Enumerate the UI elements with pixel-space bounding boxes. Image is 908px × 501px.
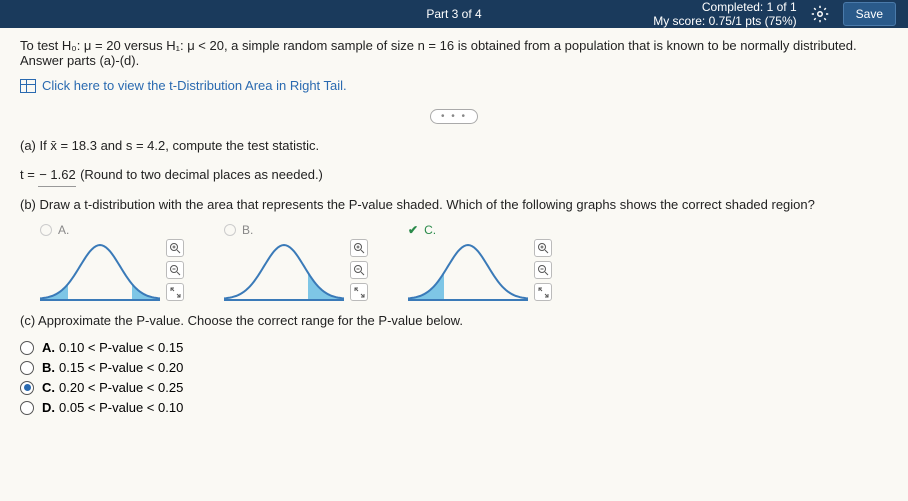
header-right: Completed: 1 of 1 My score: 0.75/1 pts (… [653,0,896,28]
mc-radio[interactable] [20,381,34,395]
graph-option-b[interactable]: B. [224,223,368,301]
mc-radio[interactable] [20,401,34,415]
round-note: (Round to two decimal places as needed.) [80,167,323,182]
mc-radio[interactable] [20,341,34,355]
app-header: Part 3 of 4 Completed: 1 of 1 My score: … [0,0,908,28]
mc-option-a[interactable]: A. 0.10 < P-value < 0.15 [20,340,888,355]
content-divider: • • • [20,107,888,124]
completed-value: 1 of 1 [767,0,797,14]
mc-letter: C. [42,380,55,395]
score-label: My score: [653,14,705,28]
graph-box [40,239,184,301]
expand-icon[interactable] [350,283,368,301]
part-c-prompt: (c) Approximate the P-value. Choose the … [20,311,888,332]
mc-option-d[interactable]: D. 0.05 < P-value < 0.10 [20,400,888,415]
expand-icon[interactable] [534,283,552,301]
mc-letter: D. [42,400,55,415]
distribution-curve [408,239,528,301]
save-button[interactable]: Save [843,2,896,26]
mc-text: 0.15 < P-value < 0.20 [59,360,183,375]
graph-tools [166,239,184,301]
zoom-in-icon[interactable] [166,239,184,257]
gear-icon[interactable] [811,5,829,23]
zoom-out-icon[interactable] [350,261,368,279]
header-stats: Completed: 1 of 1 My score: 0.75/1 pts (… [653,0,796,28]
graph-option-label: ✔C. [408,223,436,237]
mc-option-b[interactable]: B. 0.15 < P-value < 0.20 [20,360,888,375]
expand-icon[interactable] [166,283,184,301]
graph-radio[interactable] [224,224,236,236]
table-icon [20,79,36,93]
mc-letter: A. [42,340,55,355]
zoom-in-icon[interactable] [534,239,552,257]
graph-option-c[interactable]: ✔C. [408,223,552,301]
content-area: To test H₀: μ = 20 versus H₁: μ < 20, a … [0,28,908,501]
graph-tools [350,239,368,301]
t-equals: t = [20,167,35,182]
mc-radio[interactable] [20,361,34,375]
mc-options: A. 0.10 < P-value < 0.15 B. 0.15 < P-value… [20,340,888,415]
mc-letter: B. [42,360,55,375]
graph-option-label: A. [40,223,69,237]
zoom-in-icon[interactable] [350,239,368,257]
graph-tools [534,239,552,301]
mc-text: 0.05 < P-value < 0.10 [59,400,183,415]
graph-options-row: A. B. ✔C. [40,223,888,301]
completed-label: Completed: [702,0,763,14]
mc-text: 0.20 < P-value < 0.25 [59,380,183,395]
mc-option-c[interactable]: C. 0.20 < P-value < 0.25 [20,380,888,395]
mc-text: 0.10 < P-value < 0.15 [59,340,183,355]
distribution-curve [40,239,160,301]
t-table-link-row[interactable]: Click here to view the t-Distribution Ar… [20,78,888,93]
part-a-prompt: (a) If x̄ = 18.3 and s = 4.2, compute th… [20,136,888,157]
check-icon: ✔ [408,223,418,237]
t-value: − 1.62 [38,165,76,187]
score-value: 0.75/1 pts (75%) [709,14,797,28]
graph-option-a[interactable]: A. [40,223,184,301]
zoom-out-icon[interactable] [166,261,184,279]
graph-option-label: B. [224,223,253,237]
zoom-out-icon[interactable] [534,261,552,279]
graph-box [408,239,552,301]
part-b-prompt: (b) Draw a t-distribution with the area … [20,195,888,216]
distribution-curve [224,239,344,301]
part-a-answer: t = − 1.62 (Round to two decimal places … [20,165,888,187]
problem-statement: To test H₀: μ = 20 versus H₁: μ < 20, a … [20,38,888,68]
part-indicator: Part 3 of 4 [426,7,481,21]
graph-radio[interactable] [40,224,52,236]
graph-box [224,239,368,301]
t-table-link[interactable]: Click here to view the t-Distribution Ar… [42,78,347,93]
